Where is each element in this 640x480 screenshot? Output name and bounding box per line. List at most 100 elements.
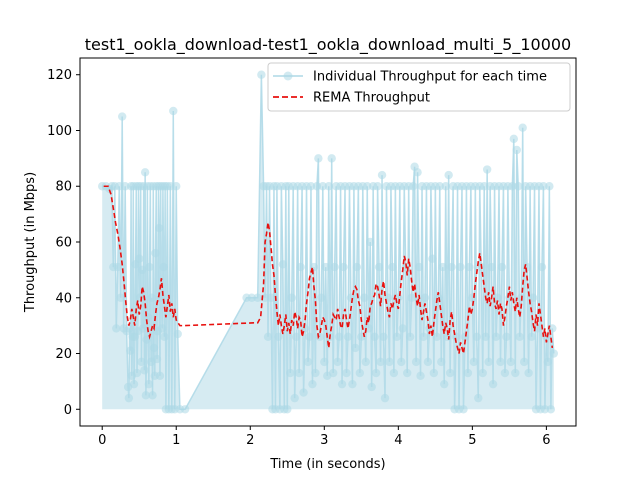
- legend-label-rema: REMA Throughput: [313, 91, 430, 106]
- individual-throughput-point: [346, 293, 356, 302]
- individual-throughput-point: [379, 332, 388, 341]
- individual-throughput-point: [374, 262, 384, 272]
- individual-throughput-point: [440, 379, 449, 389]
- x-tick-label: 5: [468, 433, 476, 448]
- y-axis-label: Throughput (in Mbps): [23, 172, 38, 313]
- individual-throughput-point: [328, 368, 338, 378]
- individual-throughput-point: [370, 332, 379, 341]
- chart-title: test1_ookla_download-test1_ookla_downloa…: [85, 35, 571, 55]
- individual-throughput-point: [120, 182, 130, 191]
- individual-throughput-point: [135, 293, 145, 302]
- individual-throughput-point: [398, 324, 407, 333]
- individual-throughput-point: [403, 368, 412, 378]
- individual-throughput-point: [348, 379, 357, 389]
- individual-throughput-point: [305, 332, 314, 341]
- individual-throughput-point: [496, 357, 505, 367]
- individual-throughput-point: [376, 357, 385, 367]
- individual-throughput-point: [257, 70, 266, 79]
- x-tick-label: 1: [172, 433, 180, 448]
- individual-throughput-point: [253, 293, 262, 302]
- individual-throughput-point: [327, 154, 336, 163]
- individual-throughput-point: [385, 357, 394, 367]
- y-tick-label: 80: [55, 180, 72, 195]
- y-tick-label: 0: [64, 403, 72, 418]
- y-tick-label: 60: [55, 236, 72, 251]
- individual-throughput-point: [459, 405, 468, 414]
- individual-throughput-point: [124, 393, 134, 403]
- individual-throughput-point: [342, 368, 351, 378]
- individual-throughput-point: [337, 379, 347, 389]
- individual-throughput-point: [318, 182, 328, 191]
- individual-throughput-point: [160, 332, 169, 341]
- y-tick-label: 40: [55, 291, 72, 306]
- individual-throughput-point: [468, 293, 477, 302]
- individual-throughput-point: [539, 182, 548, 191]
- individual-throughput-point: [125, 324, 134, 333]
- individual-throughput-point: [291, 332, 301, 341]
- rema-throughput-line: [103, 185, 554, 354]
- individual-throughput-point: [515, 332, 524, 341]
- individual-throughput-point: [306, 182, 316, 191]
- individual-throughput-point: [528, 293, 538, 302]
- individual-throughput-point: [416, 371, 425, 381]
- individual-throughput-point: [493, 293, 502, 302]
- individual-throughput-point: [169, 106, 178, 116]
- individual-throughput-point: [502, 332, 511, 341]
- individual-throughput-point: [380, 393, 390, 403]
- y-axis: 0 20 40 60 80 100 120: [47, 68, 80, 418]
- individual-throughput-point: [296, 262, 305, 272]
- individual-throughput-point: [514, 182, 523, 191]
- individual-throughput-point: [463, 368, 473, 378]
- individual-throughput-point: [512, 145, 521, 155]
- individual-throughput-point: [377, 170, 387, 180]
- individual-throughput-point: [527, 332, 536, 341]
- individual-throughput-point: [294, 368, 304, 378]
- individual-throughput-point: [155, 223, 164, 233]
- individual-throughput-point: [137, 265, 147, 275]
- individual-throughput-point: [481, 332, 490, 341]
- individual-throughput-point: [420, 293, 430, 302]
- individual-throughput-point: [411, 357, 421, 367]
- individual-throughput-point: [149, 343, 159, 353]
- individual-throughput-point: [392, 332, 402, 341]
- individual-throughput-point: [429, 368, 439, 378]
- individual-throughput-point: [140, 168, 150, 177]
- legend-box: [267, 62, 571, 112]
- y-tick-label: 100: [47, 124, 72, 139]
- individual-throughput-point: [321, 262, 330, 272]
- individual-throughput-point: [141, 391, 151, 400]
- individual-throughput-point: [472, 332, 481, 341]
- legend-marker-individual: [283, 71, 293, 81]
- individual-throughput-point: [447, 262, 456, 272]
- individual-throughput-point: [352, 262, 362, 272]
- individual-throughput-point: [435, 182, 444, 191]
- x-tick-label: 3: [320, 433, 328, 448]
- individual-throughput-point: [360, 293, 369, 302]
- individual-throughput-point: [166, 182, 175, 191]
- individual-throughput-point: [545, 182, 554, 191]
- y-tick-label: 120: [47, 68, 72, 83]
- individual-throughput-point: [469, 357, 479, 367]
- individual-throughput-point: [278, 260, 288, 269]
- individual-throughput-point: [540, 405, 550, 414]
- individual-throughput-point: [500, 368, 510, 378]
- individual-throughput-point: [397, 357, 406, 367]
- individual-throughput-point: [311, 368, 320, 378]
- plot-area: [98, 70, 558, 414]
- individual-throughput-point: [465, 262, 474, 272]
- x-axis-label: Time (in seconds): [269, 457, 385, 472]
- individual-throughput-point: [333, 357, 342, 367]
- individual-throughput-point: [343, 332, 353, 341]
- individual-throughput-point: [339, 262, 348, 272]
- individual-throughput-point: [126, 346, 135, 355]
- individual-throughput-point: [407, 293, 416, 302]
- individual-throughput-point: [299, 388, 308, 397]
- x-tick-label: 6: [542, 433, 550, 448]
- individual-throughput-point: [334, 332, 344, 341]
- individual-throughput-point: [263, 332, 273, 341]
- individual-throughput-point: [137, 357, 146, 367]
- individual-throughput-point: [145, 262, 154, 272]
- individual-throughput-point: [478, 368, 487, 378]
- individual-throughput-point: [315, 332, 325, 341]
- individual-throughput-point: [287, 293, 296, 302]
